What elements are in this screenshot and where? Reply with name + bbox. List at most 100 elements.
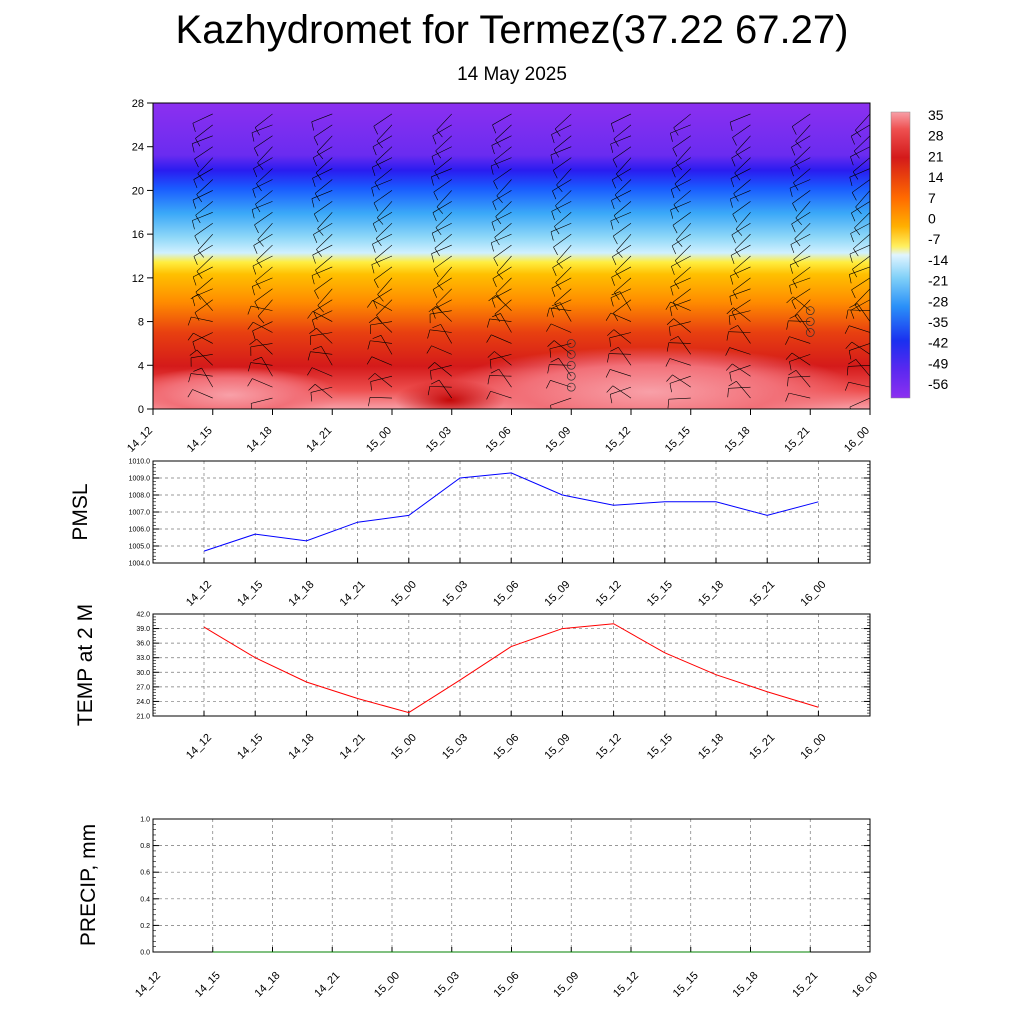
wind-barb-staff [153,124,154,126]
wind-barb-staff [201,367,214,388]
wind-barb-flag [846,366,849,376]
wind-barb-flag [494,237,500,246]
wind-barb-flag [729,296,732,306]
wind-barb-flag [672,148,678,157]
wind-barb-flag [546,380,551,389]
wind-barb-staff [851,277,870,291]
wind-barb-flag [731,311,737,320]
x-tick-label: 15_18 [696,732,726,762]
wind-barb-flag [312,345,322,350]
wind-barb-staff [196,179,213,195]
wind-barb-staff [192,332,213,343]
wind-barb-staff [850,299,870,311]
wind-barb-staff [612,146,632,160]
y-tick-label: 1.0 [140,817,150,824]
wind-barb-staff [370,340,393,344]
wind-barb-flag [317,305,324,313]
x-tick-label: 15_12 [611,970,641,1000]
wind-barb-flag [434,171,440,180]
wind-barb-flag [131,305,139,310]
wind-barb-staff [431,168,452,178]
wind-barb-flag [795,141,802,149]
wind-barb-flag [547,340,555,347]
wind-barb-flag [248,362,251,372]
wind-barb-staff [676,223,691,241]
y-tick-label: 36.0 [136,641,150,648]
wind-barb-flag [133,288,136,297]
wind-barb-staff [494,351,512,366]
wind-barb-flag [669,307,673,317]
wind-barb-staff [490,157,512,167]
wind-barb-flag [129,384,131,393]
y-tick-label: 1007.0 [129,510,151,517]
wind-barb-flag [488,295,496,302]
wind-barb-flag [189,349,198,356]
wind-barb-staff [377,277,393,295]
wind-barb-staff [194,299,213,313]
wind-barb-staff [257,223,273,240]
wind-barb-staff [669,299,691,308]
wind-barb-flag [730,178,735,188]
wind-barb-flag [486,334,492,343]
wind-barb-staff [609,353,632,355]
wind-barb-flag [249,338,257,345]
x-tick-label: 16_00 [798,732,828,762]
x-tick-label: 15_15 [671,970,701,1000]
wind-barb-flag [725,347,730,356]
wind-barb-flag [494,160,500,169]
wind-barb-flag [193,367,202,372]
wind-barb-flag [731,234,736,244]
wind-barb-staff [558,358,572,377]
colorbar: 35 28 21 14 7 0 -7 -14 -21 -28 -35 -42 -49 -56 [890,107,948,399]
wind-barb-flag [791,300,796,310]
wind-barb-flag [854,304,861,312]
wind-barb-flag [194,312,200,321]
wind-barb-staff [793,168,811,183]
wind-barb-flag [315,172,322,181]
wind-barb-flag [247,378,253,387]
wind-barb-staff [737,325,751,344]
precip-panel: 0.0 0.2 0.4 0.6 0.8 1.0 14_12 14_15 14_18 14_21 15… [77,817,880,1000]
wind-barb-staff [320,346,333,366]
wind-barb-staff [376,124,393,142]
wind-barb-flag [192,199,197,209]
wind-barb-staff [311,367,333,377]
wind-barb-flag [490,242,494,252]
wind-barb-flag [134,379,142,382]
wind-barb-flag [669,336,679,341]
wind-barb-staff [553,340,572,355]
wind-barb-flag [130,312,131,321]
wind-barb-flag [788,370,797,376]
wind-barb-flag [253,168,258,178]
wind-barb-flag [196,194,203,203]
y-tick-label: 30.0 [136,670,150,677]
wind-barb-flag [850,156,854,166]
wind-barb-flag [616,173,623,182]
wind-barb-staff [496,179,512,197]
wind-barb-staff [672,212,691,226]
wind-barb-flag [313,311,318,320]
wind-barb-staff [494,146,512,161]
wind-barb-flag [792,203,797,212]
wind-barb-flag [613,215,620,224]
wind-barb-flag [732,137,737,146]
wind-barb-staff [555,190,572,206]
pmsl-panel: 1004.0 1005.0 1006.0 1007.0 1008.0 1009.0 1010… [69,459,871,609]
wind-barb-flag [307,351,311,361]
wind-barb-staff [252,277,273,287]
y-tick-label: 33.0 [136,655,150,662]
wind-barb-flag [612,236,618,245]
wind-barb-staff [197,157,213,174]
wind-barb-staff [491,135,512,146]
y-tick-label: 0.4 [140,896,150,903]
wind-barb-flag [669,383,672,393]
wind-barb-staff [498,368,512,388]
wind-barb-flag [490,165,494,175]
wind-barb-flag [254,301,260,310]
wind-barb-flag [787,377,789,387]
wind-barb-staff [674,168,691,185]
y-tick-label: 0.6 [140,870,150,877]
wind-barb-staff [256,244,273,261]
wind-barb-staff [261,357,273,377]
wind-barb-staff [374,168,393,183]
